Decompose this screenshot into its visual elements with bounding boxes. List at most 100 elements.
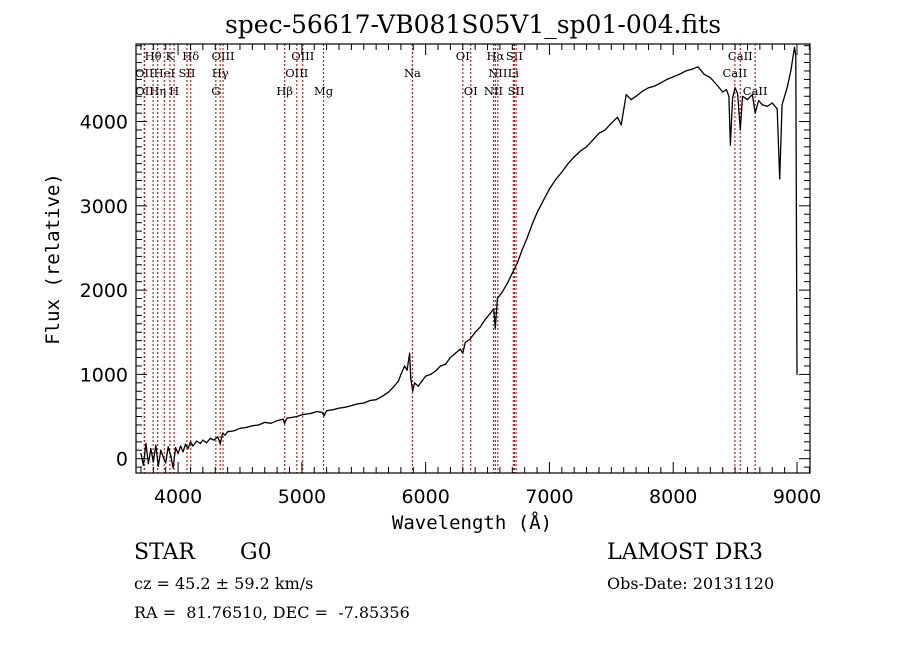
spectrum-point bbox=[709, 77, 712, 79]
spectrum-point bbox=[283, 422, 286, 424]
line-marker-label: NII bbox=[488, 66, 507, 80]
spectrum-point bbox=[616, 116, 619, 118]
spectrum-point bbox=[406, 369, 408, 371]
spectrum-point bbox=[484, 319, 486, 321]
spectrum-point bbox=[697, 66, 699, 68]
spectrum-point bbox=[734, 87, 736, 89]
spectrum-point bbox=[182, 451, 184, 453]
spectrum-point bbox=[400, 373, 402, 375]
line-marker-label: Hβ bbox=[276, 84, 293, 98]
spectrum-point bbox=[766, 105, 768, 107]
spectrum-point bbox=[357, 403, 359, 405]
spectrum-point bbox=[413, 382, 416, 384]
spectrum-point bbox=[213, 439, 215, 441]
spectrum-point bbox=[739, 129, 741, 131]
spectrum-point bbox=[494, 327, 496, 329]
spectrum-point bbox=[270, 422, 272, 424]
spectrum-point bbox=[306, 413, 308, 415]
spectrum-point bbox=[257, 424, 260, 426]
coordinates-text: RA = 81.76510, DEC = -7.85356 bbox=[134, 603, 410, 622]
spectrum-point bbox=[286, 417, 288, 419]
spectrum-point bbox=[790, 70, 792, 72]
x-tick-label: 4000 bbox=[154, 486, 202, 508]
spectrum-point bbox=[140, 453, 142, 455]
spectrum-point bbox=[501, 291, 503, 293]
spectrum-point bbox=[548, 188, 551, 190]
spectrum-point bbox=[521, 249, 523, 251]
spectrum-point bbox=[737, 93, 739, 95]
spectrum-point bbox=[239, 427, 241, 429]
spectrum-point bbox=[579, 150, 582, 152]
spectrum-point bbox=[332, 409, 334, 411]
spectrum-point bbox=[758, 99, 760, 102]
spectrum-point bbox=[363, 402, 365, 404]
spectrum-point bbox=[222, 432, 224, 434]
spectrum-point bbox=[761, 104, 763, 106]
x-tick-label: 5000 bbox=[278, 486, 326, 508]
spectrum-point bbox=[573, 156, 575, 158]
spectrum-point bbox=[167, 446, 169, 448]
x-axis-label: Wavelength (Å) bbox=[392, 511, 552, 534]
spectrum-point bbox=[654, 85, 656, 87]
spectrum-point bbox=[496, 297, 498, 300]
spectrum-point bbox=[449, 356, 451, 359]
spectrum-point bbox=[666, 78, 668, 80]
spectrum-point bbox=[685, 70, 687, 72]
line-marker-label: OIII bbox=[285, 66, 308, 80]
spectrum-point bbox=[715, 83, 718, 86]
line-marker-label: CaII bbox=[743, 84, 768, 98]
spectrum-point bbox=[227, 431, 229, 433]
line-marker-label: Hη bbox=[149, 84, 166, 98]
spectrum-point bbox=[404, 365, 406, 367]
spectrum-point bbox=[199, 442, 201, 445]
spectrum-point bbox=[387, 391, 390, 393]
spectrum-point bbox=[754, 112, 756, 114]
x-tick-label: 7000 bbox=[525, 486, 573, 508]
spectrum-point bbox=[561, 171, 563, 173]
spectrum-point bbox=[635, 95, 637, 97]
spectrum-point bbox=[282, 418, 284, 420]
spectrum-point bbox=[162, 456, 164, 458]
spectrum-point bbox=[147, 463, 149, 465]
spectrum-point bbox=[152, 461, 154, 463]
spectrum-point bbox=[746, 99, 749, 101]
chart-title: spec-56617-VB081S05V1_sp01-004.fits bbox=[225, 10, 721, 39]
spectrum-point bbox=[145, 442, 147, 445]
spectrum-point bbox=[142, 464, 144, 466]
spectrum-point bbox=[157, 465, 159, 467]
spectrum-point bbox=[610, 122, 612, 124]
spectrum-point bbox=[326, 410, 328, 412]
spectrum-point bbox=[165, 462, 167, 464]
spectrum-point bbox=[625, 94, 627, 96]
spectrum-point bbox=[526, 237, 528, 239]
spectrum-point bbox=[469, 338, 471, 340]
spectrum-point bbox=[672, 76, 674, 78]
spectrum-point bbox=[439, 365, 442, 367]
line-marker-label: OI bbox=[456, 49, 470, 63]
spectrum-point bbox=[321, 411, 323, 413]
spectrum-point bbox=[542, 200, 544, 202]
spectrum-point bbox=[202, 439, 204, 441]
spectrum-point bbox=[511, 272, 513, 274]
spectrum-point bbox=[397, 380, 399, 382]
spectrum-point bbox=[316, 410, 318, 413]
spectrum-point bbox=[598, 132, 600, 134]
spectrum-point bbox=[479, 326, 481, 328]
spectrum-point bbox=[647, 87, 650, 89]
x-tick-label: 6000 bbox=[401, 486, 449, 508]
x-tick-label: 9000 bbox=[773, 486, 821, 508]
spectrum-point bbox=[620, 124, 622, 126]
spectrum-point bbox=[150, 448, 152, 450]
spectrum-point bbox=[722, 91, 724, 93]
spectrum-point bbox=[678, 73, 681, 75]
line-marker-label: CaII bbox=[722, 66, 747, 80]
spectrum-point bbox=[567, 163, 569, 165]
line-marker-label: CaII bbox=[728, 49, 753, 63]
spectrum-point bbox=[291, 416, 293, 418]
spectrum-point bbox=[531, 223, 533, 225]
spectrum-point bbox=[217, 436, 219, 438]
line-marker-label: Hγ bbox=[212, 66, 229, 80]
spectrum-point bbox=[430, 373, 432, 375]
spectrum-point bbox=[219, 442, 221, 445]
